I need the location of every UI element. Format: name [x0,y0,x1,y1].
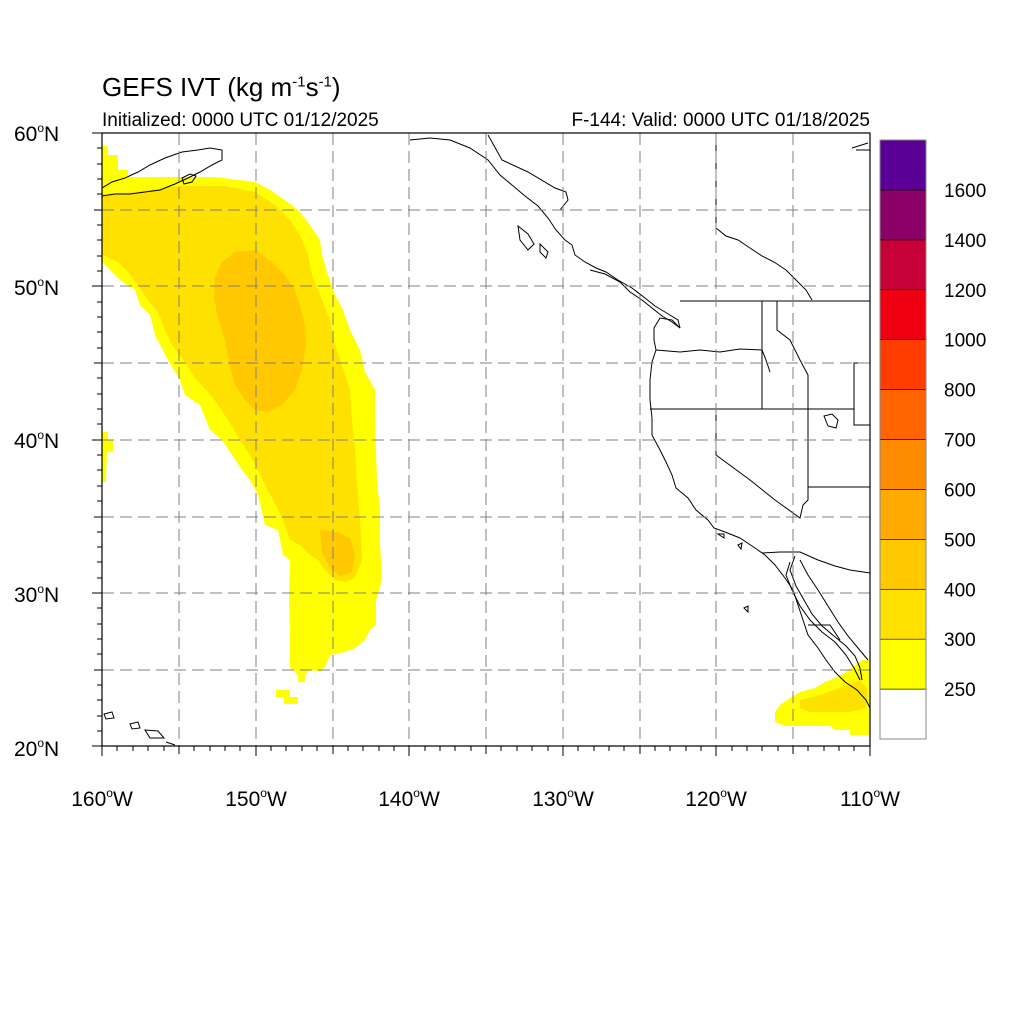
alaska-coast [102,147,223,197]
lon-label-110: 110oW [840,786,900,811]
colorbar-box [879,539,927,590]
colorbar-label: 600 [944,480,976,501]
colorbar-box [879,189,927,241]
coastal-islands [716,533,749,614]
colorbar-box [879,239,927,291]
lon-gridlines [178,133,794,746]
lon-label-140: 140oW [378,786,440,811]
great-salt-lake [823,413,839,429]
ivt-250-islands [276,690,298,704]
west-coast [649,317,870,709]
colorbar-labels: 250 300 400 500 600 700 800 1000 1200 1400 1600 [944,181,986,701]
colorbar-box [879,139,927,191]
colorbar-label: 400 [944,580,976,601]
colorbar-label: 250 [944,680,976,701]
colorbar-label: 1000 [944,331,986,352]
colorbar-label: 800 [944,381,976,402]
ivt-400-south [320,530,355,576]
initialized-time: Initialized: 0000 UTC 01/12/2025 [102,110,379,131]
colorbar-label: 500 [944,530,976,551]
lat-label-20: 20oN [14,736,59,761]
colorbar-box [879,439,927,490]
colorbar-box [879,638,927,690]
axis-ticks [92,132,871,756]
ivt-300-mexico [800,680,868,712]
colorbar-box [879,339,927,390]
colorbar-label: 1600 [944,181,986,202]
map-plot-area [102,133,870,746]
colorbar-box [879,389,927,440]
mexico-border [761,551,870,574]
sonora-border [808,624,841,641]
colorbar-box [879,588,927,640]
lat-major-ticks [92,132,102,747]
ivt-300-region [102,186,362,582]
colorbar-label: 700 [944,431,976,452]
lat-label-60: 60oN [14,121,59,146]
bc-islands [517,224,681,329]
lon-label-130: 130oW [532,786,594,811]
kodiak-island [181,173,197,185]
lon-label-120: 120oW [685,786,747,811]
oregon-washington-border [655,348,771,373]
colorbar-label: 1400 [944,231,986,252]
lat-label-40: 40oN [14,428,59,453]
lat-minor-ticks [97,147,102,732]
gulf-of-california [799,559,869,661]
valid-time: F-144: Valid: 0000 UTC 01/18/2025 [571,110,870,131]
idaho-montana-border [715,133,809,409]
gridlines [102,133,870,746]
lon-label-150: 150oW [225,786,287,811]
coastlines [102,137,870,746]
lat-labels: 60oN 50oN 40oN 30oN 20oN [14,121,59,761]
colorbar-label: 1200 [944,281,986,302]
lon-labels: 160oW 150oW 140oW 130oW 120oW 110oW [71,786,900,811]
lat-label-50: 50oN [14,275,59,300]
ivt-shading [102,146,870,735]
colorbar-box [879,489,927,540]
baja-california [785,555,863,681]
lon-label-160: 160oW [71,786,133,811]
lon-major-ticks [101,746,871,756]
alaska-canada-border [487,134,569,211]
lat-label-30: 30oN [14,582,59,607]
boundaries [487,133,870,641]
colorbar-box [879,289,927,340]
hawaii-islands [103,711,176,746]
northern-california-border [650,362,870,426]
nevada-border [715,409,870,519]
ivt-250-hawaii [102,432,113,482]
lon-minor-ticks [116,746,855,751]
colorbar-box [879,688,927,740]
southeast-alaska-coast [409,137,681,329]
ivt-400-core [214,250,306,412]
colorbar [879,139,927,740]
colorbar-label: 300 [944,630,976,651]
map-title: GEFS IVT (kg m-1s-1) [102,72,341,102]
inland-waters [715,142,870,301]
colorbar-frame [879,139,927,740]
